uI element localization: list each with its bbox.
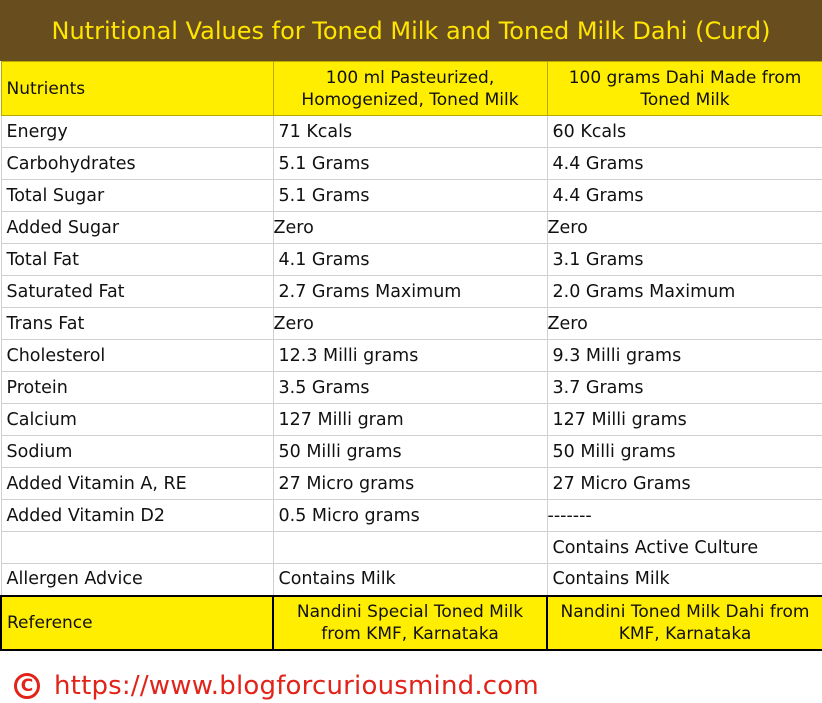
milk-value-cell: 12.3 Milli grams: [272, 339, 548, 372]
dahi-value-cell: Contains Milk: [546, 563, 822, 596]
milk-value-cell: Contains Milk: [272, 563, 548, 596]
dahi-value-cell: 127 Milli grams: [546, 403, 822, 436]
nutrient-cell: Added Vitamin D2: [0, 499, 274, 532]
table-row: Total Fat 4.1 Grams 3.1 Grams: [0, 243, 822, 276]
header-dahi: 100 grams Dahi Made from Toned Milk: [546, 61, 822, 116]
milk-value-cell: Zero: [272, 211, 548, 244]
dahi-value-cell: 4.4 Grams: [546, 147, 822, 180]
table-row: Cholesterol 12.3 Milli grams 9.3 Milli g…: [0, 339, 822, 372]
table-header-row: Nutrients 100 ml Pasteurized, Homogenize…: [0, 61, 822, 116]
table-row: Sodium 50 Milli grams 50 Milli grams: [0, 435, 822, 468]
table-row: Added Sugar Zero Zero: [0, 211, 822, 244]
dahi-value-cell: Zero: [546, 211, 822, 244]
reference-row: Reference Nandini Special Toned Milk fro…: [0, 594, 822, 651]
dahi-value-cell: Zero: [546, 307, 822, 340]
nutrient-cell: Total Sugar: [0, 179, 274, 212]
header-milk: 100 ml Pasteurized, Homogenized, Toned M…: [272, 61, 548, 116]
nutrition-table: Nutrients 100 ml Pasteurized, Homogenize…: [0, 61, 822, 651]
nutrient-cell: Saturated Fat: [0, 275, 274, 308]
milk-value-cell: 0.5 Micro grams: [272, 499, 548, 532]
nutrient-cell: Energy: [0, 115, 274, 148]
reference-milk: Nandini Special Toned Milk from KMF, Kar…: [272, 594, 548, 651]
dahi-value-cell: 50 Milli grams: [546, 435, 822, 468]
milk-value-cell: 4.1 Grams: [272, 243, 548, 276]
table-row: Contains Active Culture: [0, 531, 822, 564]
table-row: Added Vitamin A, RE 27 Micro grams 27 Mi…: [0, 467, 822, 500]
milk-value-cell: 127 Milli gram: [272, 403, 548, 436]
table-row: Saturated Fat 2.7 Grams Maximum 2.0 Gram…: [0, 275, 822, 308]
table-row: Carbohydrates 5.1 Grams 4.4 Grams: [0, 147, 822, 180]
nutrient-cell: Allergen Advice: [0, 563, 274, 596]
dahi-value-cell: -------: [546, 499, 822, 532]
milk-value-cell: 2.7 Grams Maximum: [272, 275, 548, 308]
milk-value-cell: 5.1 Grams: [272, 179, 548, 212]
table-row: Trans Fat Zero Zero: [0, 307, 822, 340]
nutrient-cell: Sodium: [0, 435, 274, 468]
header-nutrients: Nutrients: [0, 61, 274, 116]
site-url-link[interactable]: https://www.blogforcuriousmind.com: [54, 671, 539, 701]
copyright-icon: C: [14, 673, 40, 699]
dahi-value-cell: 60 Kcals: [546, 115, 822, 148]
dahi-value-cell: 2.0 Grams Maximum: [546, 275, 822, 308]
nutrient-cell: Protein: [0, 371, 274, 404]
dahi-value-cell: 3.1 Grams: [546, 243, 822, 276]
milk-value-cell: 27 Micro grams: [272, 467, 548, 500]
nutrient-cell: Total Fat: [0, 243, 274, 276]
reference-dahi: Nandini Toned Milk Dahi from KMF, Karnat…: [546, 594, 822, 651]
nutrient-cell: [0, 531, 274, 564]
milk-value-cell: 5.1 Grams: [272, 147, 548, 180]
dahi-value-cell: 4.4 Grams: [546, 179, 822, 212]
nutrient-cell: Calcium: [0, 403, 274, 436]
footer: C https://www.blogforcuriousmind.com: [14, 670, 539, 702]
table-row: Total Sugar 5.1 Grams 4.4 Grams: [0, 179, 822, 212]
milk-value-cell: 50 Milli grams: [272, 435, 548, 468]
table-row: Added Vitamin D2 0.5 Micro grams -------: [0, 499, 822, 532]
nutrient-cell: Added Vitamin A, RE: [0, 467, 274, 500]
table-row: Allergen Advice Contains Milk Contains M…: [0, 563, 822, 596]
table-row: Calcium 127 Milli gram 127 Milli grams: [0, 403, 822, 436]
nutrient-cell: Added Sugar: [0, 211, 274, 244]
reference-label: Reference: [0, 594, 274, 651]
page-title-text: Nutritional Values for Toned Milk and To…: [51, 16, 771, 45]
dahi-value-cell: Contains Active Culture: [546, 531, 822, 564]
dahi-value-cell: 3.7 Grams: [546, 371, 822, 404]
table-row: Protein 3.5 Grams 3.7 Grams: [0, 371, 822, 404]
nutrient-cell: Cholesterol: [0, 339, 274, 372]
page-title: Nutritional Values for Toned Milk and To…: [0, 0, 822, 61]
dahi-value-cell: 27 Micro Grams: [546, 467, 822, 500]
table-row: Energy 71 Kcals 60 Kcals: [0, 115, 822, 148]
milk-value-cell: 3.5 Grams: [272, 371, 548, 404]
milk-value-cell: 71 Kcals: [272, 115, 548, 148]
nutrient-cell: Carbohydrates: [0, 147, 274, 180]
dahi-value-cell: 9.3 Milli grams: [546, 339, 822, 372]
milk-value-cell: Zero: [272, 307, 548, 340]
milk-value-cell: [272, 531, 548, 564]
nutrient-cell: Trans Fat: [0, 307, 274, 340]
